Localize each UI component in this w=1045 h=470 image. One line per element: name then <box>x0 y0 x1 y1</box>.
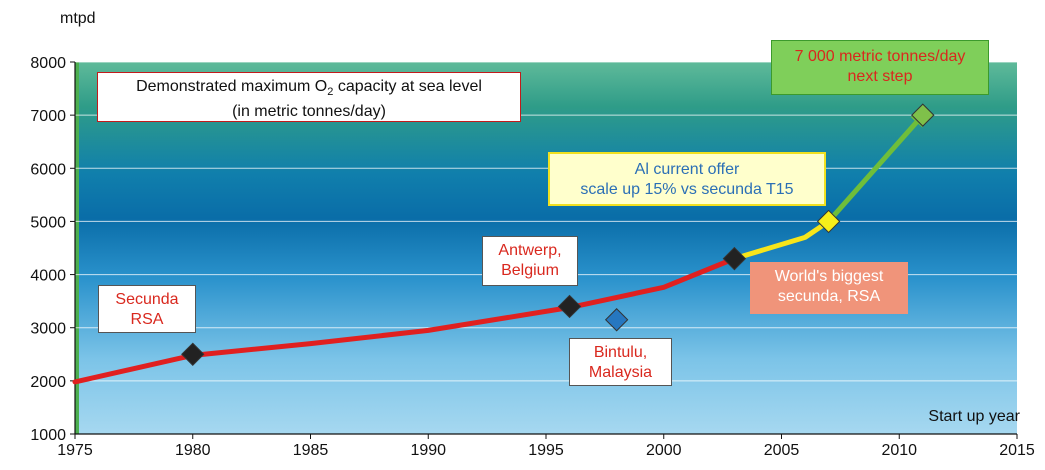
data-marker-6 <box>911 103 935 127</box>
data-marker-3 <box>604 308 629 332</box>
series-line-2 <box>731 218 832 262</box>
capacity-note-unit: (in metric tonnes/day) <box>232 103 386 121</box>
x-tick-label-2010: 2010 <box>881 442 917 459</box>
x-tick-label-1990: 1990 <box>410 442 446 459</box>
bintulu-label-line2: Malaysia <box>588 364 653 381</box>
antwerp-label: Antwerp, Belgium <box>482 236 578 286</box>
data-markers <box>181 103 935 366</box>
y-axis-ticks: 1000 2000 3000 4000 5000 6000 7000 8000 <box>30 55 75 444</box>
secunda-label-line1: Secunda <box>115 291 179 308</box>
y-tick-label-3000: 3000 <box>30 321 66 338</box>
y-tick-label-1000: 1000 <box>30 427 66 444</box>
y-axis-unit-label: mtpd <box>60 10 96 27</box>
capacity-note-text-pre: Demonstrated maximum O <box>136 78 328 95</box>
current-offer-line1: Al current offer <box>634 161 740 178</box>
y-tick-label-5000: 5000 <box>30 214 66 231</box>
worlds-biggest-line2: secunda, RSA <box>777 288 881 305</box>
antwerp-label-line1: Antwerp, <box>498 242 562 259</box>
capacity-note-text-post: capacity at sea level <box>333 78 482 95</box>
x-tick-label-1995: 1995 <box>528 442 564 459</box>
secunda-label: Secunda RSA <box>98 285 196 333</box>
capacity-note-subscript: 2 <box>327 86 334 99</box>
y-tick-label-8000: 8000 <box>30 55 66 72</box>
series-line-3 <box>826 110 928 224</box>
next-step-line2: next step <box>847 68 913 85</box>
worlds-biggest-line1: World's biggest <box>774 268 884 285</box>
y-tick-label-4000: 4000 <box>30 268 66 285</box>
x-tick-label-1980: 1980 <box>175 442 211 459</box>
bintulu-label: Bintulu, Malaysia <box>569 338 672 386</box>
bintulu-label-line1: Bintulu, <box>593 344 648 361</box>
x-axis-ticks: 1975 1980 1985 1990 1995 2000 2005 2010 2015 <box>57 434 1035 459</box>
data-marker-4 <box>722 246 747 271</box>
next-step-line1: 7 000 metric tonnes/day <box>794 48 966 65</box>
x-tick-label-1985: 1985 <box>293 442 329 459</box>
plot-left-accent <box>75 62 79 434</box>
data-marker-2 <box>557 294 582 319</box>
y-tick-label-6000: 6000 <box>30 161 66 178</box>
x-tick-label-1975: 1975 <box>57 442 93 459</box>
data-marker-5 <box>816 209 841 234</box>
y-tick-label-7000: 7000 <box>30 108 66 125</box>
next-step-label: 7 000 metric tonnes/day next step <box>771 40 989 95</box>
current-offer-line2: scale up 15% vs secunda T15 <box>580 181 794 198</box>
current-offer-label: Al current offer scale up 15% vs secunda… <box>548 152 826 206</box>
secunda-label-line2: RSA <box>130 311 164 328</box>
x-axis-label: Start up year <box>928 408 1020 425</box>
x-tick-label-2005: 2005 <box>764 442 800 459</box>
worlds-biggest-label: World's biggest secunda, RSA <box>750 262 908 314</box>
x-tick-label-2015: 2015 <box>999 442 1035 459</box>
data-marker-1 <box>181 342 205 366</box>
x-tick-label-2000: 2000 <box>646 442 682 459</box>
y-tick-label-2000: 2000 <box>30 374 66 391</box>
antwerp-label-line2: Belgium <box>501 262 559 279</box>
capacity-note: Demonstrated maximum O2 capacity at sea … <box>97 72 521 122</box>
